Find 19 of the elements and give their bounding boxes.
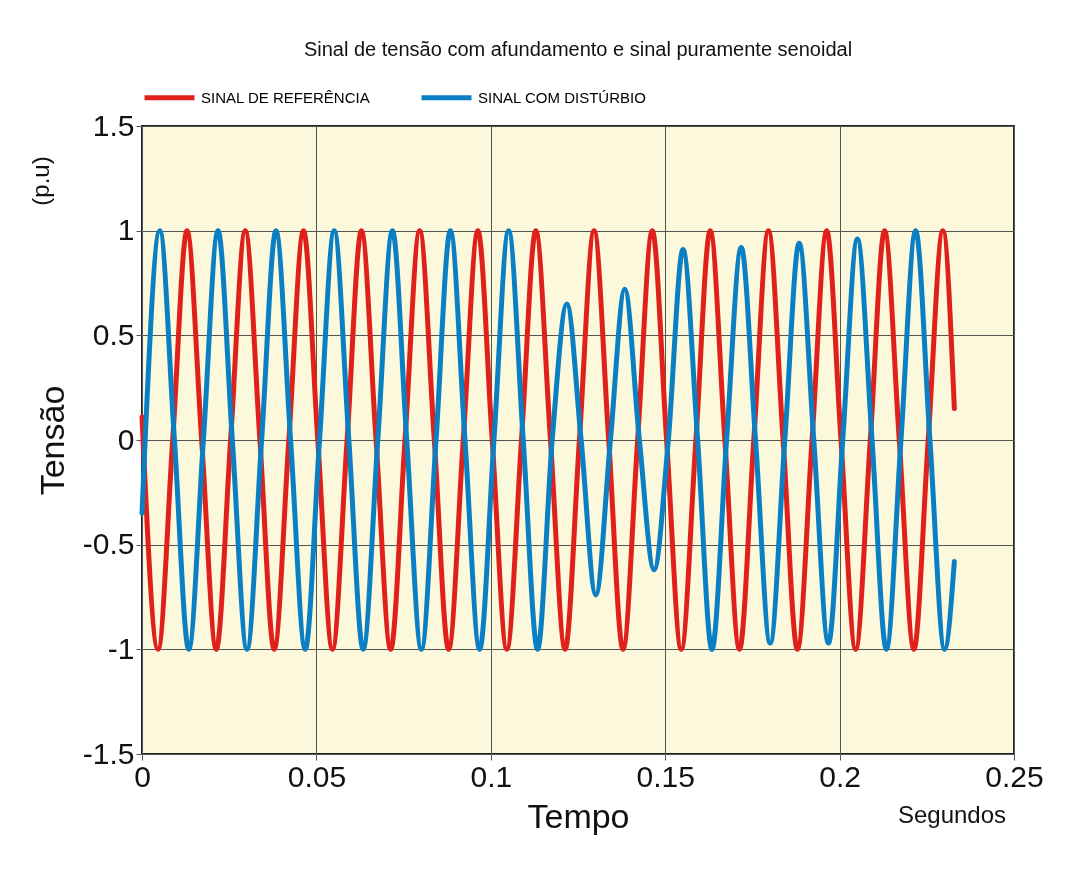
legend-label: SINAL COM DISTÚRBIO: [478, 88, 646, 106]
y-axis-title: Tensão: [32, 385, 71, 496]
x-tick-label: 0.2: [819, 759, 861, 793]
y-tick-label: -1.5: [82, 736, 135, 770]
y-tick-label: 0: [117, 422, 135, 456]
y-tick-label: -1: [107, 631, 135, 665]
x-tick-label: 0.15: [636, 759, 695, 793]
legend-label: SINAL DE REFERÊNCIA: [201, 88, 370, 106]
chart-title: Sinal de tensão com afundamento e sinal puramente senoidal: [303, 38, 853, 60]
x-tick-label: 0.25: [985, 759, 1044, 793]
x-tick-label: 0.1: [470, 759, 513, 793]
text: Segundos: [897, 801, 1007, 828]
text: (p.u): [27, 156, 54, 206]
y-tick-label: -0.5: [82, 527, 135, 561]
y-tick-label: 1: [117, 213, 135, 247]
y-tick-label: 1.5: [92, 108, 135, 142]
x-tick-label: 0.05: [287, 759, 347, 793]
y-tick-label: 0.5: [92, 317, 135, 351]
x-axis-title: Tempo: [527, 796, 630, 835]
